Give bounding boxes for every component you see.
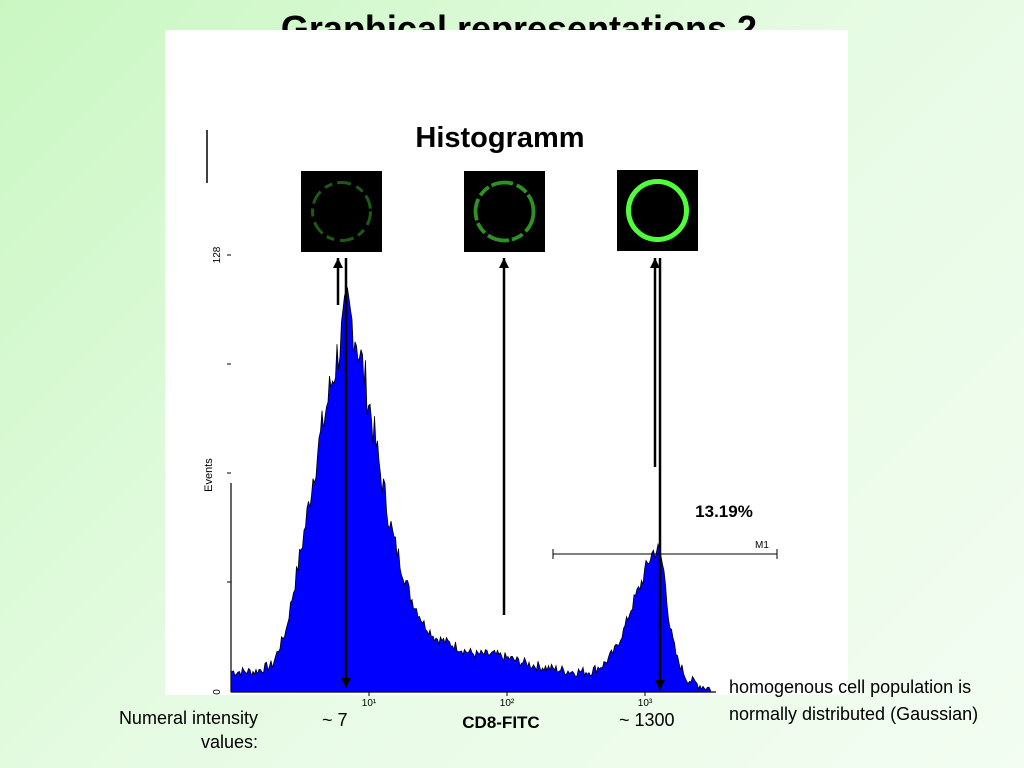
y-tick-label: 0 <box>212 689 223 695</box>
arrow-low-down-head <box>341 678 351 688</box>
dim-cell-background <box>301 171 382 252</box>
x-axis-label: CD8-FITC <box>462 713 539 732</box>
x-tick-label: 10¹ <box>362 698 377 709</box>
y-axis-label: Events <box>203 458 215 492</box>
intensity-values-label: Numeral intensity values: <box>118 708 258 752</box>
bright-cell-image <box>617 170 698 251</box>
medium-cell-background <box>464 171 545 252</box>
percent-annotation: 13.19% <box>695 502 753 521</box>
high-intensity-value: ~ 1300 <box>619 710 675 730</box>
dim-cell-image <box>301 171 382 252</box>
dim-cell-ring <box>310 180 373 243</box>
bright-cell-ring <box>626 179 689 242</box>
arrow-high-up-head <box>650 258 660 268</box>
medium-cell-image <box>464 171 545 252</box>
chart-title: Histogramm <box>415 122 584 154</box>
x-tick-label: 10³ <box>638 698 653 709</box>
gaussian-note: homogenous cell population is normally d… <box>729 677 979 724</box>
arrow-mid-head <box>499 258 509 268</box>
arrow-high-down-head <box>655 680 665 690</box>
gate-label: M1 <box>755 540 769 551</box>
arrow-low-up-head <box>333 258 343 268</box>
low-intensity-value: ~ 7 <box>322 710 348 730</box>
medium-cell-ring <box>473 180 536 243</box>
x-tick-label: 10² <box>500 698 515 709</box>
figure-panel <box>165 30 848 695</box>
y-tick-label: 128 <box>212 246 223 263</box>
histogram-area <box>230 286 711 693</box>
